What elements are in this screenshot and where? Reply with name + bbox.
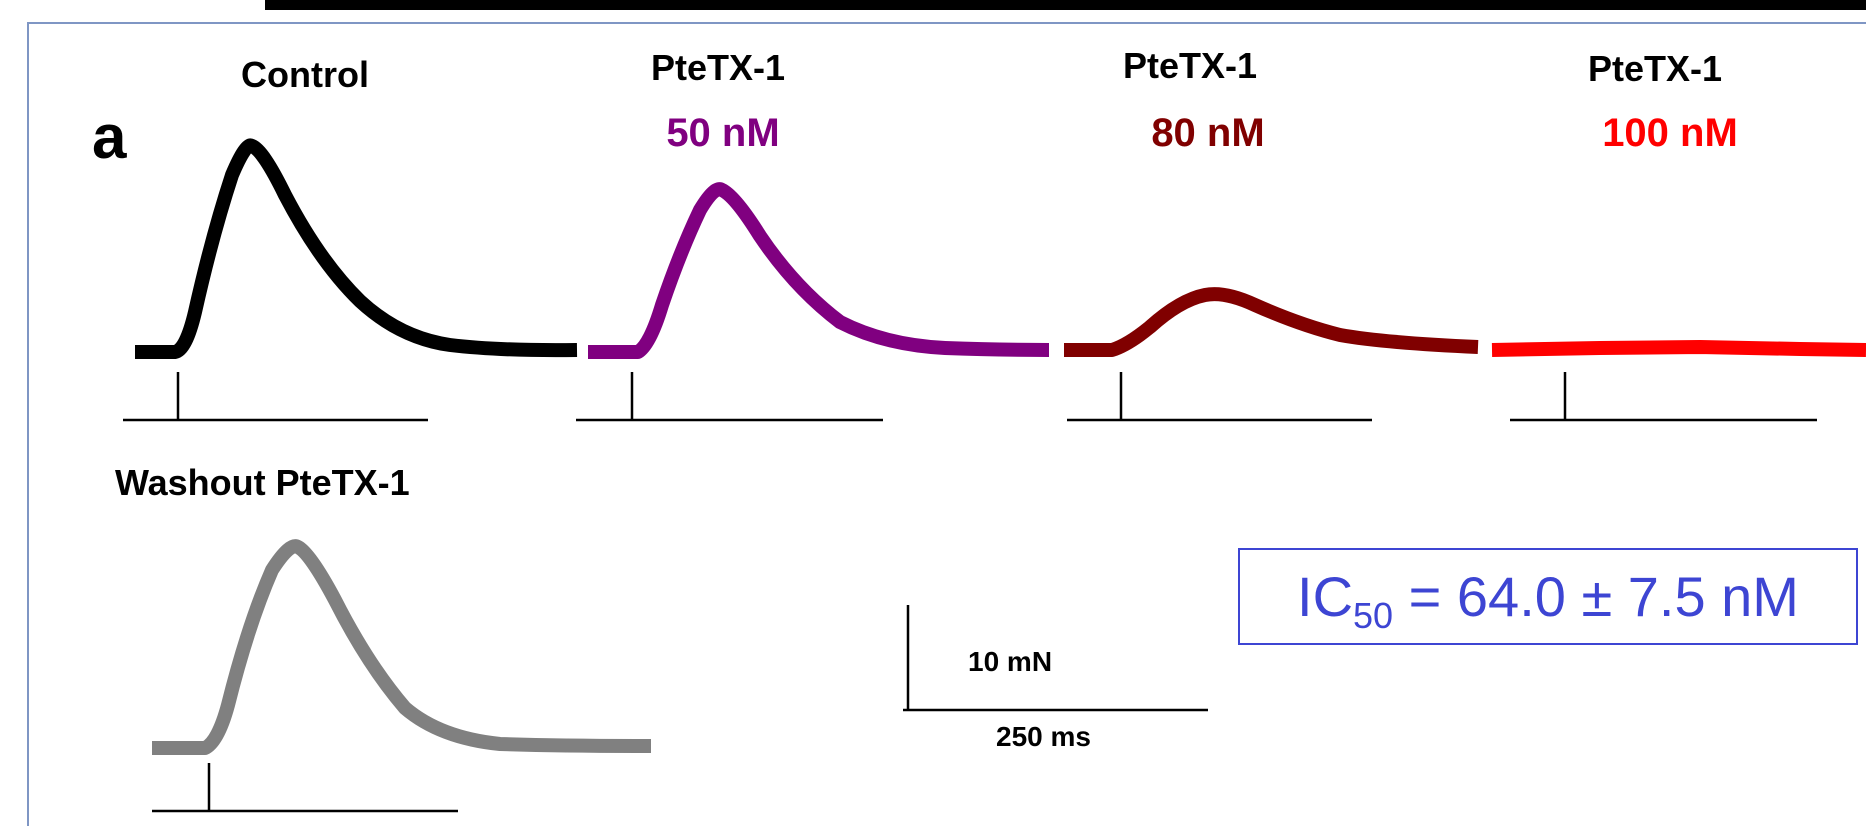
ic50-result-box: IC50 = 64.0 ± 7.5 nM — [1238, 548, 1858, 645]
trace-washout-curve — [152, 539, 652, 755]
trace-100nm-group: PteTX-1 100 nM — [1491, 48, 1866, 422]
trace-50nm-concentration: 50 nM — [666, 111, 779, 155]
scale-bar-time-label: 250 ms — [996, 721, 1091, 752]
trace-80nm-group: PteTX-1 80 nM — [1064, 45, 1479, 422]
panel-border — [27, 22, 1866, 826]
trace-control-group: Control — [123, 54, 578, 422]
scale-bar-force-label: 10 mN — [968, 646, 1052, 677]
trace-50nm-title: PteTX-1 — [651, 47, 785, 88]
top-black-bar — [265, 0, 1866, 10]
ic50-prefix: IC — [1297, 565, 1354, 628]
trace-washout-title: Washout PteTX-1 — [115, 462, 410, 503]
trace-50nm-group: PteTX-1 50 nM — [576, 47, 1050, 422]
trace-80nm-concentration: 80 nM — [1151, 111, 1264, 155]
trace-80nm-title: PteTX-1 — [1123, 45, 1257, 86]
trace-80nm-curve — [1064, 287, 1479, 357]
trace-control-title: Control — [241, 54, 369, 95]
trace-100nm-concentration: 100 nM — [1602, 111, 1738, 155]
scale-bar: 10 mN 250 ms — [903, 605, 1208, 752]
trace-100nm-curve — [1491, 340, 1866, 357]
trace-washout-group: Washout PteTX-1 — [115, 462, 652, 813]
ic50-value: = 64.0 ± 7.5 nM — [1393, 565, 1799, 628]
trace-control-curve — [135, 138, 578, 359]
ic50-subscript: 50 — [1353, 595, 1394, 636]
panel-label: a — [92, 103, 127, 172]
trace-100nm-title: PteTX-1 — [1588, 48, 1722, 89]
trace-50nm-curve — [588, 182, 1050, 359]
